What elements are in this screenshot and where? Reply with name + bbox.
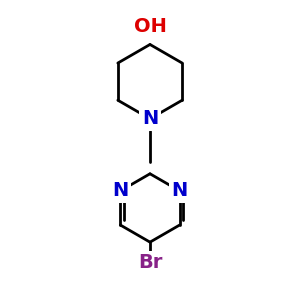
- Text: N: N: [112, 182, 128, 200]
- Text: OH: OH: [134, 17, 166, 36]
- Text: N: N: [142, 109, 158, 128]
- Text: N: N: [172, 182, 188, 200]
- Text: Br: Br: [138, 254, 162, 272]
